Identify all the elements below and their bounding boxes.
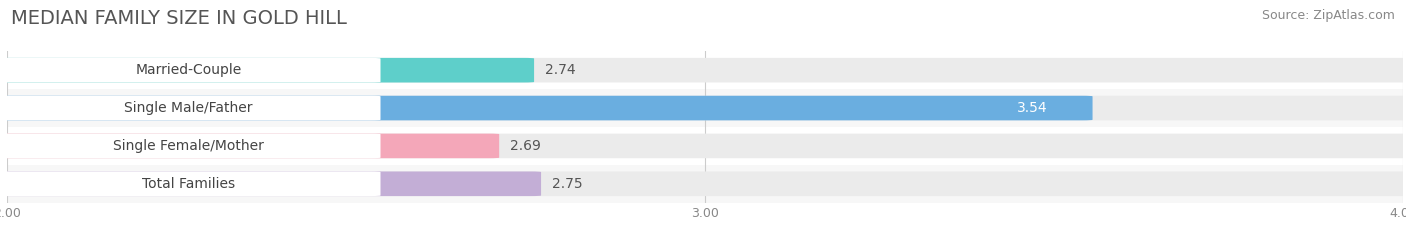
Bar — [7, 51, 1403, 89]
Bar — [7, 165, 1403, 203]
FancyBboxPatch shape — [0, 171, 541, 196]
Text: Married-Couple: Married-Couple — [135, 63, 242, 77]
FancyBboxPatch shape — [0, 58, 534, 82]
Text: Single Male/Father: Single Male/Father — [124, 101, 253, 115]
Text: Source: ZipAtlas.com: Source: ZipAtlas.com — [1261, 9, 1395, 22]
Text: 3.54: 3.54 — [1017, 101, 1047, 115]
Text: 2.75: 2.75 — [551, 177, 582, 191]
Text: 2.74: 2.74 — [544, 63, 575, 77]
FancyBboxPatch shape — [0, 134, 381, 158]
Text: Total Families: Total Families — [142, 177, 235, 191]
FancyBboxPatch shape — [0, 96, 381, 120]
Text: 2.69: 2.69 — [509, 139, 540, 153]
Bar — [7, 127, 1403, 165]
FancyBboxPatch shape — [0, 58, 381, 82]
FancyBboxPatch shape — [0, 171, 381, 196]
FancyBboxPatch shape — [0, 171, 1406, 196]
Text: MEDIAN FAMILY SIZE IN GOLD HILL: MEDIAN FAMILY SIZE IN GOLD HILL — [11, 9, 347, 28]
FancyBboxPatch shape — [0, 134, 499, 158]
FancyBboxPatch shape — [0, 134, 1406, 158]
Text: Single Female/Mother: Single Female/Mother — [112, 139, 264, 153]
Bar — [7, 89, 1403, 127]
FancyBboxPatch shape — [0, 96, 1092, 120]
FancyBboxPatch shape — [0, 96, 1406, 120]
FancyBboxPatch shape — [0, 58, 1406, 82]
